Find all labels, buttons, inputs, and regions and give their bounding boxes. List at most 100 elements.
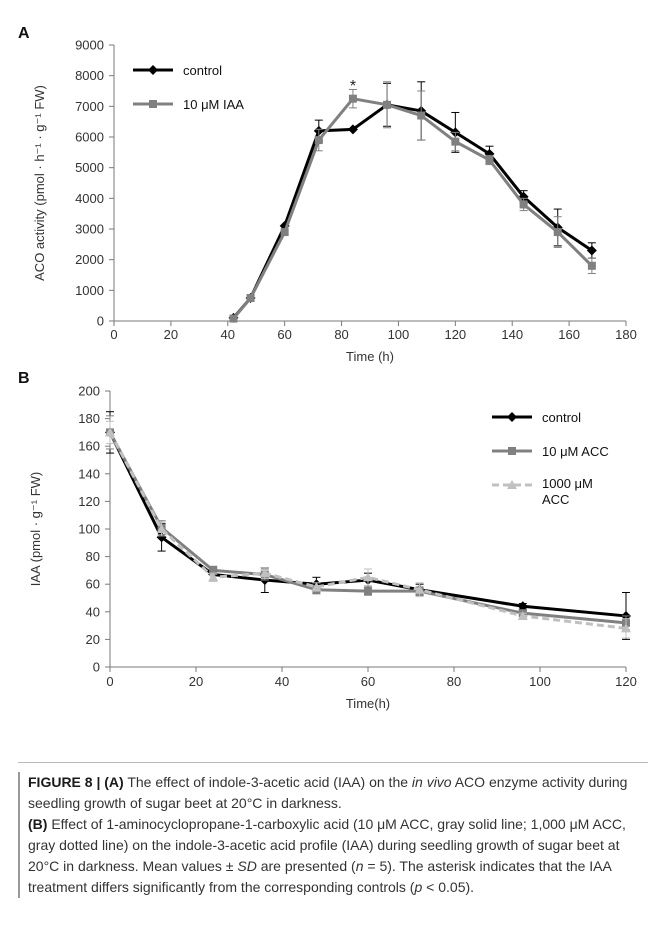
panel-b-y-axis-label: IAA (pmol · g⁻¹ FW) (28, 472, 43, 586)
panel-a-x-tick-label: 80 (334, 327, 348, 342)
panel-a-series-1-point (417, 111, 426, 120)
panel-b-series-1-point (364, 587, 372, 596)
panel-a-y-tick-label: 2000 (75, 252, 104, 267)
caption-figure-label: FIGURE 8 | (28, 774, 105, 790)
panel-a-x-tick-label: 40 (221, 327, 235, 342)
panel-b-x-tick-label: 20 (189, 674, 203, 689)
panel-b-x-tick-label: 100 (529, 674, 551, 689)
panel-a-series-0-line (232, 103, 593, 319)
caption-a-italic: in vivo (411, 774, 452, 790)
panel-b-legend-label: control (542, 410, 581, 425)
panel-b-series-2-point (517, 610, 528, 620)
panel-b-legend-marker (507, 412, 517, 422)
panel-b-legend-marker (508, 447, 516, 455)
panel-b-series-0-point (517, 601, 528, 612)
panel-a-legend-label: control (183, 63, 222, 78)
panel-b-legend-label: 1000 μM ACC (542, 476, 593, 507)
panel-b-series-2-point (363, 572, 373, 582)
panel-a-y-tick-label: 7000 (75, 99, 104, 114)
panel-b-series-2-point (414, 584, 425, 594)
panel-a-x-tick-label: 20 (164, 327, 178, 342)
panel-b-x-tick-label: 40 (275, 674, 289, 689)
panel-b-x-tick-label: 120 (615, 674, 637, 689)
caption-a-text: The effect of indole-3-acetic acid (IAA)… (123, 774, 412, 790)
caption-b-text-3: = 5). The asterisk indicates that the IA… (28, 858, 612, 895)
caption-a-tag: (A) (104, 774, 124, 790)
panel-a-series-1-point (348, 94, 357, 103)
panel-b-legend-marker (507, 480, 517, 489)
panel-b-series-2-point (311, 581, 322, 591)
panel-a-series-0-point (347, 124, 358, 135)
panel-b-series-2-point (105, 427, 115, 437)
caption-a-text-2: ACO enzyme activity during seedling grow… (28, 774, 628, 811)
panel-b-series-2-point (156, 524, 167, 533)
panel-b-letter: B (18, 370, 30, 387)
panel-b-y-tick-label: 200 (78, 384, 100, 399)
panel-b-y-tick-label: 160 (78, 439, 100, 454)
panel-a-y-tick-label: 4000 (75, 191, 104, 206)
panel-a-series-1-point (519, 200, 528, 209)
panel-a-significance-marker: * (350, 78, 356, 95)
panel-a-series-1-point (280, 228, 289, 237)
figure-caption: FIGURE 8 | (A) The effect of indole-3-ac… (18, 772, 648, 898)
panel-a-series-1-point (229, 314, 238, 323)
panel-b-y-tick-label: 180 (78, 411, 100, 426)
panel-a-y-tick-label: 8000 (75, 68, 104, 83)
panel-a-series-1-point (383, 100, 392, 109)
panel-a-x-tick-label: 60 (277, 327, 291, 342)
caption-b-text: Effect of 1-aminocyclopropane-1-carboxyl… (28, 816, 626, 874)
panel-b-y-tick-label: 120 (78, 494, 100, 509)
panel-a-y-tick-label: 3000 (75, 222, 104, 237)
panel-a-letter: A (18, 25, 30, 42)
panel-b-y-tick-label: 80 (86, 549, 100, 564)
panel-a-y-tick-label: 9000 (75, 38, 104, 53)
panel-a-x-tick-label: 0 (110, 327, 117, 342)
panel-b-x-axis-label: Time(h) (346, 696, 390, 711)
panel-a-series-1-line (232, 97, 593, 320)
panel-b-series-2-point (259, 568, 270, 578)
panel-a-series-1-point (485, 156, 494, 164)
figure-canvas: A 01000200030004000500060007000800090000… (18, 25, 637, 712)
panel-b-series-1-point (209, 566, 218, 575)
panel-a-y-tick-label: 0 (97, 314, 104, 329)
panel-a-x-tick-label: 100 (388, 327, 410, 342)
panel-a-chart: 0 1000 2000 3000 4000 5000 6000 7000 8000 9000 0 20… (32, 38, 637, 365)
panel-b-x-tick-label: 0 (106, 674, 113, 689)
panel-b-y-tick-label: 40 (86, 604, 100, 619)
caption-p: p (414, 879, 423, 895)
panel-a-x-axis-label: Time (h) (346, 349, 394, 364)
panel-b-legend-label: 10 μM ACC (542, 444, 609, 459)
panel-a-y-axis-label: ACO activity (pmol · h⁻¹ · g⁻¹ FW) (32, 85, 47, 281)
panel-b-y-tick-label: 0 (93, 660, 100, 675)
panel-a-series-1-point (587, 261, 596, 270)
caption-sd: SD (237, 858, 257, 874)
panel-b-chart: 0 20 40 60 80 100 120 140 160 180 200 0 20 40 60 80 100 1… (28, 384, 637, 712)
panel-a-series-1-point (314, 136, 323, 145)
panel-b-y-tick-label: 100 (78, 522, 100, 537)
panel-a-x-tick-label: 120 (444, 327, 466, 342)
panel-a-series-1-point (246, 294, 255, 302)
panel-b-series-2-point (208, 572, 219, 582)
panel-a-legend-marker (149, 100, 157, 108)
panel-a-series-0-point (586, 245, 597, 256)
panel-b-y-tick-label: 60 (86, 577, 100, 592)
panel-a-x-tick-label: 160 (558, 327, 580, 342)
panel-a-y-tick-label: 6000 (75, 130, 104, 145)
panel-a-y-tick-label: 1000 (75, 283, 104, 298)
panel-a-x-tick-label: 180 (615, 327, 637, 342)
panel-b-x-tick-label: 60 (361, 674, 375, 689)
panel-a-series-1-point (451, 137, 460, 146)
panel-b-y-tick-label: 140 (78, 466, 100, 481)
caption-n: n (355, 858, 364, 874)
panel-a-series-1-point (553, 228, 562, 237)
panel-b-y-tick-label: 20 (86, 632, 100, 647)
caption-b-tag: (B) (28, 816, 48, 832)
caption-rule (18, 762, 648, 763)
panel-b-series-2-point (621, 623, 631, 633)
caption-b-text-2: are presented ( (256, 858, 356, 874)
panel-a-x-tick-label: 140 (501, 327, 523, 342)
panel-b-series-2-line (108, 431, 627, 630)
panel-a-y-tick-label: 5000 (75, 160, 104, 175)
panel-a-legend-label: 10 μM IAA (183, 97, 244, 112)
panel-b-x-tick-label: 80 (447, 674, 461, 689)
